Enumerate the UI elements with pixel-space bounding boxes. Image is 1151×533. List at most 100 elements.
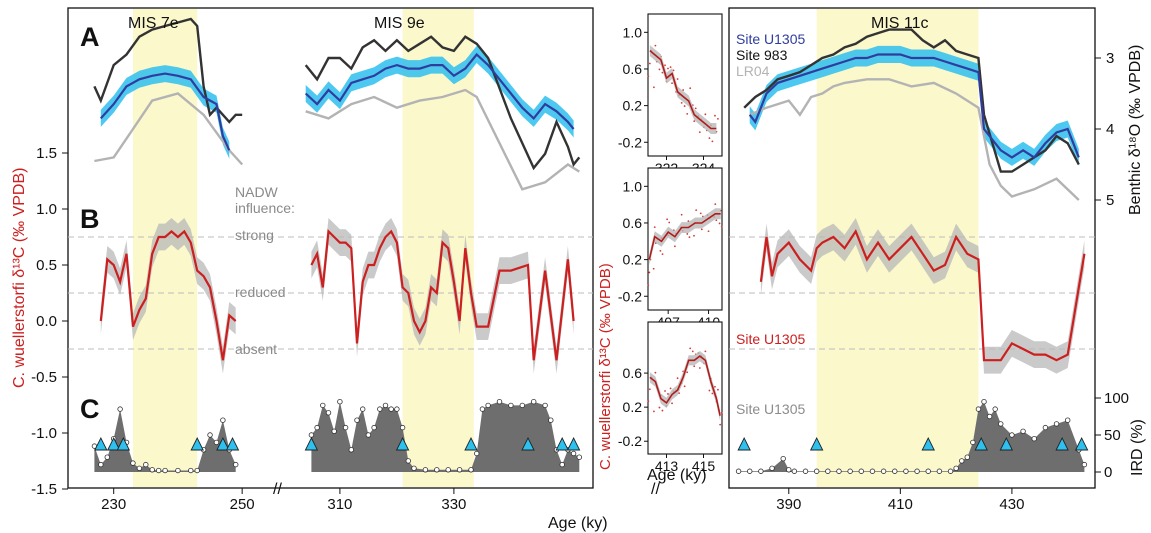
d13c-envelope-0 — [100, 218, 236, 374]
inset-scatter-point — [669, 66, 672, 69]
ird-point — [947, 468, 954, 474]
inset-y-tick-label: 1.0 — [623, 178, 643, 194]
marker-triangle — [521, 436, 535, 451]
marker-triangle — [216, 436, 230, 451]
ird-point — [981, 399, 987, 405]
inset-scatter-point — [659, 250, 662, 252]
ird-point — [360, 406, 366, 412]
ird-point — [992, 406, 998, 412]
inset-y-label: C. wuellerstorfi δ¹³C (‰ VPDB) — [597, 263, 614, 470]
ird-point — [337, 399, 343, 405]
inset-scatter-point — [676, 377, 679, 380]
panel-letter-b: B — [80, 204, 100, 234]
inset-scatter-point — [654, 44, 657, 47]
inset-scatter-point — [668, 221, 671, 224]
ird-point — [975, 406, 982, 412]
inset-scatter-point — [647, 75, 650, 78]
ird-point — [542, 402, 548, 409]
inset-scatter-point — [686, 371, 689, 374]
inset-scatter-point — [664, 64, 666, 67]
x-tick-label: 430 — [999, 496, 1024, 513]
inset-scatter-point — [648, 388, 651, 391]
ird-point — [194, 467, 200, 474]
y-left-tick-label: 0.5 — [36, 257, 57, 274]
x-axis-label: Age (ky) — [548, 515, 608, 532]
inset-scatter-point — [671, 82, 673, 85]
inset-x-tick-label: 415 — [692, 458, 716, 474]
ird-point — [405, 458, 411, 464]
ird-point — [1053, 421, 1060, 427]
d13c-envelope-2 — [760, 218, 1085, 374]
inset-scatter-point — [653, 410, 655, 413]
ird-point — [220, 417, 226, 423]
inset-scatter-point — [672, 69, 675, 72]
y-left-tick-label: 1.0 — [36, 201, 57, 218]
ird-point — [149, 467, 155, 473]
ird-point — [1031, 436, 1037, 442]
ird-point — [519, 402, 525, 409]
inset-scatter-point — [699, 212, 702, 215]
ird-point — [342, 424, 349, 431]
d18o-lr04-line-1 — [305, 88, 580, 191]
inset-scatter-point — [698, 367, 701, 369]
inset-scatter-point — [720, 225, 723, 228]
inset-scatter-point — [661, 71, 664, 74]
inset-scatter-point — [669, 387, 672, 390]
inset-line-1 — [648, 213, 721, 260]
inset-scatter-point — [683, 385, 686, 388]
inset-scatter-point — [652, 267, 655, 270]
ird-point — [531, 399, 537, 405]
inset-scatter-point — [695, 209, 698, 212]
ird-point — [130, 460, 136, 466]
d13c-line-0 — [99, 229, 237, 361]
ird-point — [914, 468, 920, 474]
d18o-u1305-envelope-1 — [305, 45, 574, 138]
inset-scatter-point — [661, 253, 664, 256]
inset-scatter-point — [711, 140, 714, 143]
marker-triangle — [116, 436, 131, 451]
ird-point — [320, 402, 326, 409]
label-site-u1305-ird: Site U1305 — [736, 401, 805, 417]
inset-envelope-2 — [649, 351, 721, 421]
ird-point — [570, 450, 577, 457]
axes-ticks: 230 250 310 330 390 410 4301.51.00.50.0-0.5-1.… — [31, 50, 1129, 513]
inset-scatter-point — [715, 219, 718, 222]
inset-scatter-point — [704, 113, 707, 116]
axis-break-1: // — [273, 481, 282, 498]
ird-point — [143, 461, 149, 468]
inset-scatter-point — [698, 131, 701, 134]
ird-point — [325, 410, 332, 416]
inset-scatter-point — [686, 112, 689, 115]
ird-point — [233, 461, 239, 468]
ird-point — [175, 467, 181, 474]
marker-triangle — [106, 436, 121, 451]
inset-y-tick-label: 0.6 — [623, 215, 643, 231]
marker-triangle — [809, 436, 824, 451]
marker-triangle — [1074, 436, 1089, 451]
inset-scatter-point — [664, 390, 666, 392]
y-right-d18o-tick-label: 3 — [1106, 50, 1114, 67]
ird-point — [802, 468, 809, 474]
y-left-tick-label: 1.5 — [36, 145, 57, 162]
marker-triangle — [304, 436, 319, 451]
d18o-u1305-line-0 — [99, 72, 231, 151]
d18o-983-line-0 — [93, 17, 243, 124]
marker-triangle — [1055, 436, 1069, 451]
inset-y-tick-label: 0.2 — [623, 98, 643, 114]
inset-scatter-point — [714, 385, 716, 388]
ird-point — [399, 424, 406, 431]
ird-point — [970, 439, 976, 446]
inset-scatter-point — [687, 220, 690, 223]
inset-scatter-point — [680, 101, 683, 104]
ird-point — [986, 413, 993, 420]
y-right-ird-tick-label: 100 — [1104, 390, 1129, 407]
inset-y-tick-label: 0.6 — [623, 61, 643, 77]
y-axis-right-d18o-label: Benthic δ¹⁸O (‰ VPDB) — [1127, 45, 1144, 215]
inset-y-tick-label: -0.2 — [618, 134, 642, 150]
inset-scatter-point — [667, 393, 669, 395]
y-left-tick-label: -1.5 — [31, 481, 57, 498]
ird-point — [1081, 461, 1088, 468]
ird-point — [445, 467, 451, 473]
nadw-label-strong: strong — [235, 227, 274, 243]
d18o-u1305-line-1 — [304, 52, 575, 130]
